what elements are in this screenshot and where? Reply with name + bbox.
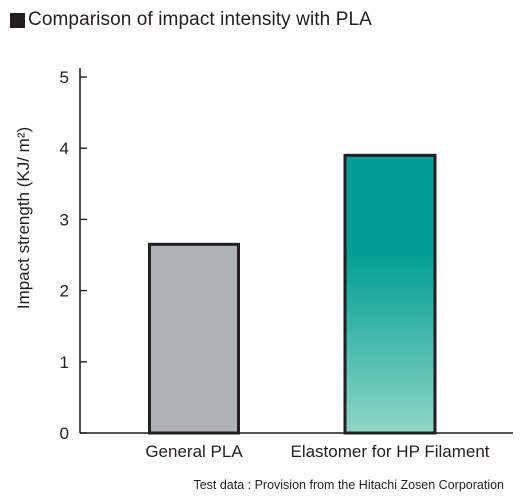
chart-title-row: Comparison of impact intensity with PLA bbox=[10, 7, 372, 33]
y-tick-label: 2 bbox=[60, 282, 69, 301]
bar-general-pla bbox=[148, 242, 240, 435]
y-axis-title: Impact strength (KJ/ m²) bbox=[14, 127, 33, 309]
chart-title: Comparison of impact intensity with PLA bbox=[28, 9, 372, 30]
x-category-label: Elastomer for HP Filament bbox=[290, 442, 489, 461]
title-square-icon bbox=[10, 12, 25, 28]
bar-elastomer-for-hp-filament bbox=[343, 153, 437, 435]
x-category-label: General PLA bbox=[145, 442, 243, 461]
y-tick-label: 3 bbox=[60, 210, 69, 229]
y-tick-label: 4 bbox=[60, 139, 69, 158]
y-tick-label: 0 bbox=[60, 424, 69, 443]
y-tick-label: 1 bbox=[60, 353, 69, 372]
footnote: Test data : Provision from the Hitachi Z… bbox=[193, 478, 504, 492]
y-tick-label: 5 bbox=[60, 68, 69, 87]
